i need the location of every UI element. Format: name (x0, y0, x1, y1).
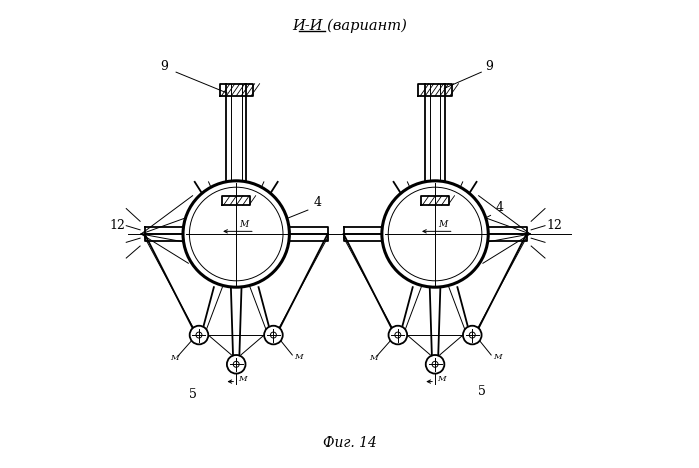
Circle shape (426, 355, 445, 373)
Text: М: М (238, 375, 247, 383)
Circle shape (382, 181, 488, 287)
Text: 4: 4 (496, 201, 504, 214)
Circle shape (271, 332, 276, 338)
Circle shape (233, 361, 239, 367)
Text: М: М (294, 353, 303, 361)
Text: 5: 5 (478, 385, 486, 398)
Text: 9: 9 (486, 60, 493, 73)
Circle shape (463, 326, 482, 344)
Text: И-И (вариант): И-И (вариант) (292, 19, 407, 33)
Text: М: М (171, 354, 179, 362)
Circle shape (227, 355, 245, 373)
Text: 9: 9 (161, 60, 168, 73)
Text: 12: 12 (546, 219, 562, 232)
Circle shape (469, 332, 475, 338)
Circle shape (183, 181, 289, 287)
Circle shape (264, 326, 282, 344)
Circle shape (196, 332, 202, 338)
Circle shape (432, 361, 438, 367)
Text: 12: 12 (110, 219, 125, 232)
Circle shape (395, 332, 401, 338)
Text: М: М (369, 354, 378, 362)
Text: 4: 4 (313, 197, 321, 209)
Text: Фиг. 14: Фиг. 14 (322, 437, 377, 450)
Text: М: М (438, 220, 447, 229)
Text: М: М (493, 353, 502, 361)
Circle shape (189, 326, 208, 344)
Text: М: М (240, 220, 249, 229)
Text: М: М (437, 375, 446, 383)
Text: 5: 5 (189, 388, 196, 401)
Circle shape (389, 326, 407, 344)
